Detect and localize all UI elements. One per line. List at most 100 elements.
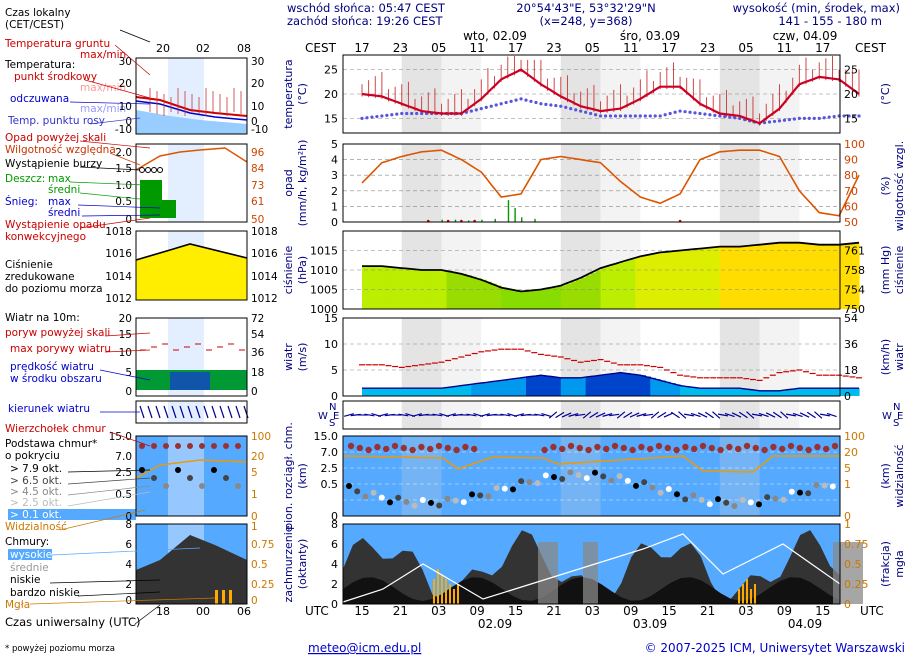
legend-wind-direction: kierunek wiatru xyxy=(8,403,90,415)
legend-pointer-4 xyxy=(79,140,151,149)
dew-point-61 xyxy=(663,113,667,117)
cloud-top-dot-4 xyxy=(383,445,390,453)
legend-conv-precip-2: konwekcyjnego xyxy=(5,231,86,243)
wind-fill-19 xyxy=(456,386,462,396)
cloud-base-dot-10 xyxy=(428,499,434,506)
cloud-base-dot-20 xyxy=(510,486,516,493)
press-axis-label: ciśnienie xyxy=(282,246,295,295)
pressure-fill-94 xyxy=(829,244,835,309)
legend-pointer-11 xyxy=(79,217,151,229)
legend-pointer-6 xyxy=(79,166,141,171)
dew-point-90 xyxy=(807,116,811,120)
pressure-fill-40 xyxy=(560,285,567,309)
cloud-base-dot-40 xyxy=(674,491,680,498)
wind-fill-39 xyxy=(555,377,562,396)
pressure-fill-26 xyxy=(491,283,497,309)
dew-point-66 xyxy=(688,110,692,114)
dew-point-44 xyxy=(579,109,583,113)
legend-cloud-area xyxy=(136,535,247,604)
dew-point-2 xyxy=(370,115,374,119)
precip-axis-unit: (mm/h, kg/m²h) xyxy=(296,140,309,227)
base-tick-2: 2.5 xyxy=(321,462,339,475)
wind-arrow-70 xyxy=(819,413,831,417)
legend-base-tick-r-0: 100 xyxy=(251,431,271,443)
utc-label-left: UTC xyxy=(305,604,329,618)
dew-point-81 xyxy=(762,121,767,125)
pressure-fill-20 xyxy=(461,273,467,309)
humid-tick-4: 60 xyxy=(844,200,858,213)
wind-fill-61 xyxy=(665,381,671,396)
temp-tick-r-2: 15 xyxy=(844,112,858,125)
legend-press-tick-r-2: 1014 xyxy=(251,271,278,283)
compass-left-n: N xyxy=(329,402,336,413)
cloud-base-dot-9 xyxy=(419,496,426,503)
wind-arrow-58 xyxy=(738,411,748,419)
cloud-base-dot-36 xyxy=(641,479,648,486)
pressure-fill-91 xyxy=(814,244,820,309)
legend-wind-speed-2: w środku obszaru xyxy=(10,373,102,385)
wind-arrow-8 xyxy=(398,413,409,417)
legend-wind-arrow-0 xyxy=(139,405,145,419)
fog-bar-a-1 xyxy=(437,569,439,604)
pressure-fill-5 xyxy=(386,266,393,309)
cloud-base-dot-24 xyxy=(542,472,549,479)
dew-point-32 xyxy=(519,97,523,101)
legend-visibility: Widzialność xyxy=(5,521,67,533)
legend-wind-arrow-12 xyxy=(235,405,241,419)
legend-snow-max: max xyxy=(48,196,71,208)
top-hour-3: 11 xyxy=(470,41,485,55)
legend-cloud-tick-l-0: 8 xyxy=(125,519,132,531)
day-bottom-2: 04.09 xyxy=(788,617,822,631)
temp-axis-label: temperatura xyxy=(282,59,295,128)
grid-point-text: (x=248, y=368) xyxy=(539,14,632,28)
email-link[interactable]: meteo@icm.edu.pl xyxy=(308,641,421,655)
legend-temp-tick-r-3: 0 xyxy=(251,116,258,128)
pressure-fill-0 xyxy=(362,266,368,309)
bottom-hour-7: 09 xyxy=(623,604,638,618)
legend-felt-line xyxy=(135,100,248,121)
wind-panel-frame xyxy=(342,317,841,397)
dew-point-59 xyxy=(653,114,657,118)
dew-point-56 xyxy=(638,114,642,118)
precip-tick-1: 4 xyxy=(331,154,338,167)
temp-axis-unit-r: (°C) xyxy=(879,83,892,105)
cloud-top-dot-26 xyxy=(576,444,583,452)
legend-pointer-1 xyxy=(84,79,151,99)
temp-line xyxy=(361,68,860,125)
humid-tick-0: 100 xyxy=(844,138,865,151)
precip-panel-frame xyxy=(342,143,841,223)
legend-wind-arrow-3 xyxy=(163,405,169,419)
base-tick-3: 0.5 xyxy=(321,478,339,491)
dew-point-53 xyxy=(623,114,628,118)
wind-fill-70 xyxy=(709,388,716,396)
cloud-top-dot-52 xyxy=(805,446,812,454)
pressure-fill-48 xyxy=(600,268,607,309)
wind-fill-25 xyxy=(486,382,492,396)
press-tick-l-1: 1010 xyxy=(310,264,338,277)
wind-fill-60 xyxy=(660,380,666,396)
cloud-top-dot-42 xyxy=(717,446,724,454)
wind-arrow-63 xyxy=(772,411,782,419)
day-top-1: śro, 03.09 xyxy=(620,29,680,43)
wind-arrow-65 xyxy=(785,413,797,417)
bottom-hour-6: 03 xyxy=(585,604,600,618)
legend-okt-45: > 4.5 okt. xyxy=(10,486,62,498)
dew-point-3 xyxy=(375,114,379,119)
temp-tick-l-2: 15 xyxy=(324,112,338,125)
fog-bar-a-2 xyxy=(441,574,443,604)
cloud-base-dot-46 xyxy=(723,499,730,506)
wind-arrow-42 xyxy=(629,412,640,418)
legend-local-time: Czas lokalny xyxy=(5,7,71,19)
wind-fill-9 xyxy=(406,388,413,396)
cloud-top-dot-5 xyxy=(391,442,399,450)
cloud-base-dot-2 xyxy=(362,493,369,500)
dew-point-31 xyxy=(514,98,518,102)
cloud-top-dot-0 xyxy=(347,442,355,450)
temp-tick-l-0: 25 xyxy=(324,64,338,77)
cloud-top-dot-10 xyxy=(435,442,443,450)
legend-cloud-tick-r-1: 0.75 xyxy=(251,539,274,551)
legend-base-tick-l-1: 7.0 xyxy=(115,451,132,463)
dew-point-35 xyxy=(534,100,538,105)
compass-left-w: W xyxy=(318,411,328,422)
wind-fill-17 xyxy=(446,387,453,396)
